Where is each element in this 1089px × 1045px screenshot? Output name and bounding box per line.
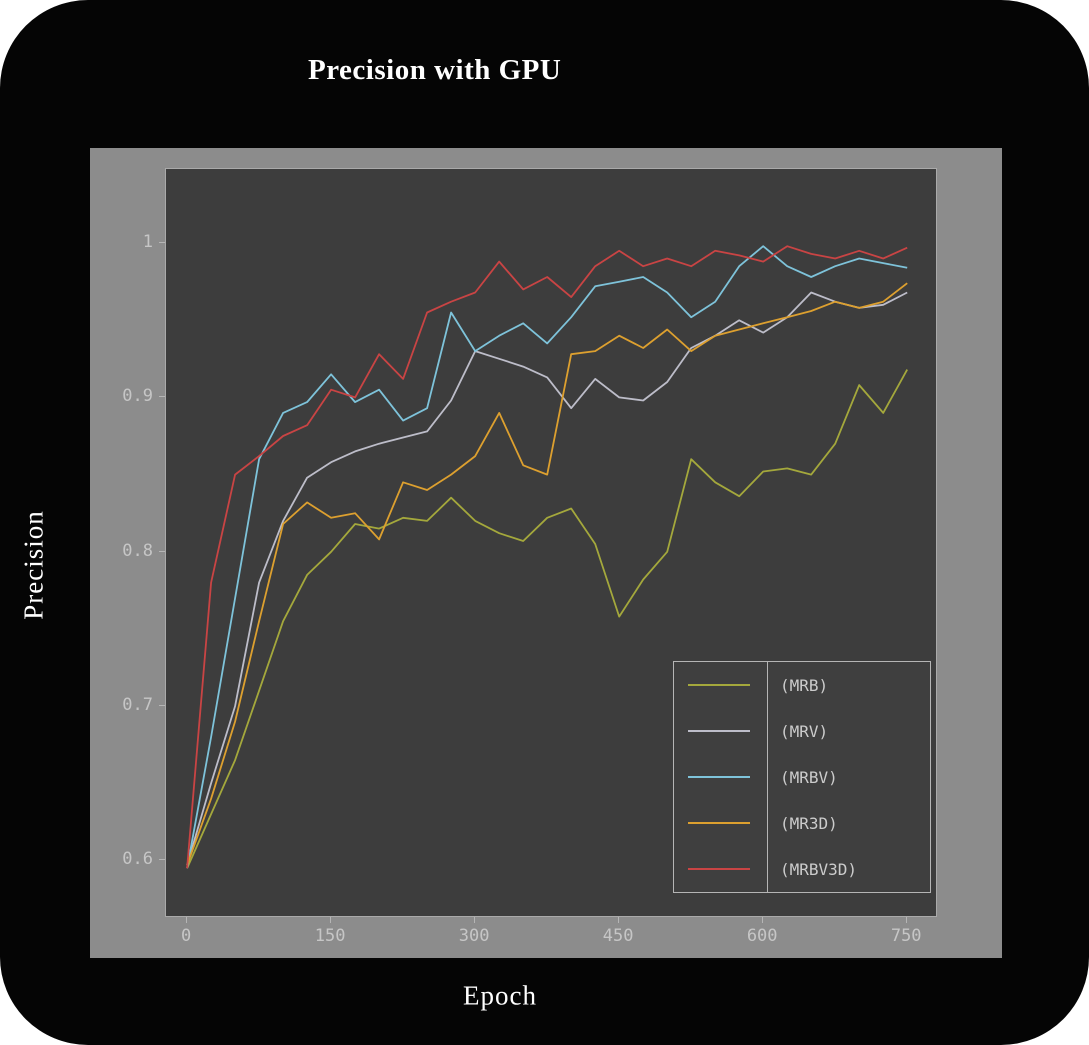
x-tick-mark: [618, 917, 620, 923]
legend-swatch-mrbv: [688, 776, 750, 778]
legend-swatch-mrb: [688, 684, 750, 686]
x-tick-mark: [186, 917, 188, 923]
y-axis-title: Precision: [18, 510, 49, 620]
x-tick-label: 150: [314, 926, 346, 946]
legend-label: (MRB): [780, 675, 829, 695]
legend-label: (MR3D): [780, 813, 838, 833]
y-tick-label: 0.6: [122, 849, 153, 870]
plot-area: (MRB) (MRV) (MRBV) (MR3D) (MRBV3D): [165, 168, 937, 917]
y-tick-label: 0.7: [122, 695, 153, 716]
chart-title: Precision with GPU: [308, 54, 562, 86]
x-tick-label: 0: [180, 926, 192, 946]
x-tick-mark: [906, 917, 908, 923]
legend-swatch-mrv: [688, 730, 750, 732]
legend-divider: [767, 662, 768, 892]
x-tick-mark: [330, 917, 332, 923]
x-tick-label: 600: [746, 926, 778, 946]
legend: (MRB) (MRV) (MRBV) (MR3D) (MRBV3D): [673, 661, 931, 893]
x-tick-mark: [762, 917, 764, 923]
x-tick-label: 300: [458, 926, 490, 946]
y-tick-label: 0.8: [122, 540, 153, 561]
legend-swatch-mr3d: [688, 822, 750, 824]
legend-item-mrb: (MRB): [674, 662, 930, 708]
x-axis-title: Epoch: [463, 980, 537, 1011]
legend-item-mrbv3d: (MRBV3D): [674, 846, 930, 892]
y-tick-mark: [159, 705, 165, 707]
series-line-mrb: [186, 369, 908, 869]
legend-swatch-mrbv3d: [688, 868, 750, 870]
legend-label: (MRV): [780, 721, 829, 741]
series-canvas: [186, 245, 908, 869]
chart-panel: (MRB) (MRV) (MRBV) (MR3D) (MRBV3D) 0 150 300 45…: [90, 148, 1002, 958]
y-tick-label: 1: [142, 232, 153, 253]
y-tick-mark: [159, 550, 165, 552]
series-line-mr3d: [186, 282, 908, 866]
x-tick-label: 750: [890, 926, 922, 946]
legend-label: (MRBV3D): [780, 859, 858, 879]
legend-item-mrv: (MRV): [674, 708, 930, 754]
series-line-mrbv3d: [186, 245, 908, 869]
series-line-mrbv: [186, 245, 908, 869]
y-tick-mark: [159, 859, 165, 861]
x-tick-mark: [474, 917, 476, 923]
legend-item-mr3d: (MR3D): [674, 800, 930, 846]
y-tick-mark: [159, 242, 165, 244]
legend-item-mrbv: (MRBV): [674, 754, 930, 800]
legend-label: (MRBV): [780, 767, 838, 787]
y-tick-mark: [159, 396, 165, 398]
y-tick-label: 0.9: [122, 386, 153, 407]
x-tick-label: 450: [602, 926, 634, 946]
